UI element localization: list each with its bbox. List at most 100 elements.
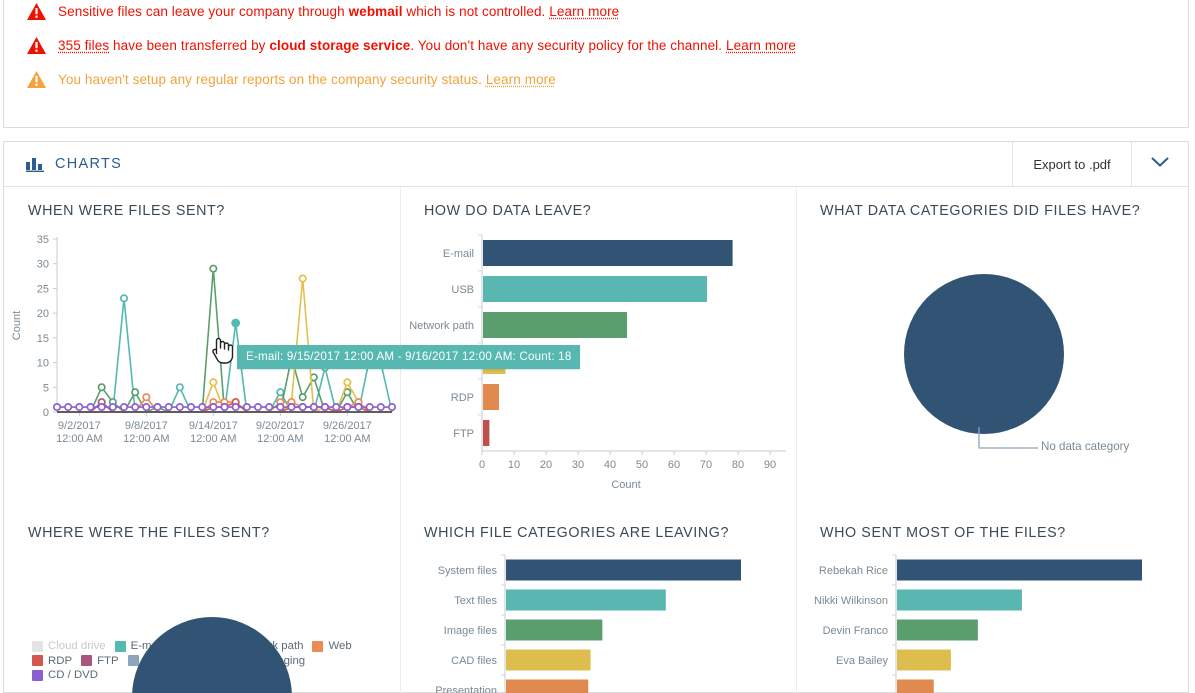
svg-text:30: 30 [572, 459, 584, 471]
legend-label: Web [328, 640, 352, 652]
legend-swatch [81, 655, 93, 667]
alert-file-count[interactable]: 355 files [58, 37, 110, 53]
chart-title: WHERE WERE THE FILES SENT? [28, 525, 270, 541]
svg-text:RDP: RDP [451, 392, 474, 404]
alert-row: You haven't setup any regular reports on… [4, 62, 1188, 96]
warning-triangle-icon [26, 2, 47, 21]
svg-text:10: 10 [508, 459, 520, 471]
svg-text:9/8/2017: 9/8/2017 [125, 420, 168, 432]
svg-text:70: 70 [700, 459, 712, 471]
legend-item[interactable]: Cloud drive [32, 639, 106, 654]
svg-text:Devin Franco: Devin Franco [823, 625, 888, 637]
svg-text:Eva Bailey: Eva Bailey [836, 655, 888, 667]
chart-title: WHO SENT MOST OF THE FILES? [820, 525, 1066, 541]
svg-text:Rebekah Rice: Rebekah Rice [819, 565, 888, 577]
svg-text:E-mail: E-mail [443, 248, 474, 260]
warning-triangle-icon [26, 36, 47, 55]
legend-swatch [114, 640, 126, 652]
svg-text:50: 50 [636, 459, 648, 471]
chart-how-do-data-leave: HOW DO DATA LEAVE? E-mail USB Network path… [400, 187, 796, 509]
svg-text:Image files: Image files [444, 625, 498, 637]
svg-text:12:00 AM: 12:00 AM [190, 433, 236, 445]
chart-title: WHEN WERE FILES SENT? [28, 203, 225, 219]
export-to-pdf-label: Export to .pdf [1033, 156, 1111, 172]
pie-slice-label: No data category [1041, 440, 1130, 453]
svg-text:9/2/2017: 9/2/2017 [58, 420, 101, 432]
collapse-charts-button[interactable] [1131, 142, 1188, 186]
legend-item[interactable]: CD / DVD [32, 668, 98, 683]
svg-text:90: 90 [764, 459, 776, 471]
chart-which-file-categories-are-leaving: WHICH FILE CATEGORIES ARE LEAVING? Syste… [400, 509, 796, 693]
chart-title: WHICH FILE CATEGORIES ARE LEAVING? [424, 525, 730, 541]
svg-text:12:00 AM: 12:00 AM [257, 433, 303, 445]
legend-swatch [312, 640, 324, 652]
learn-more-link[interactable]: Learn more [549, 3, 620, 19]
hbar-chart-file-categories-plot[interactable]: System files Text files Image files CAD fil… [400, 551, 796, 693]
alert-row: Sensitive files can leave your company t… [4, 0, 1188, 28]
legend-item[interactable]: Web [312, 639, 352, 654]
svg-text:Nikki Wilkinson: Nikki Wilkinson [814, 595, 888, 607]
svg-text:35: 35 [37, 234, 49, 246]
alert-message: 355 files have been transferred by cloud… [58, 37, 797, 53]
svg-text:20: 20 [540, 459, 552, 471]
mouse-cursor-icon [210, 334, 236, 371]
alert-row: 355 files have been transferred by cloud… [4, 28, 1188, 62]
pie-slice-no-data-category[interactable] [904, 274, 1064, 434]
svg-text:12:00 AM: 12:00 AM [56, 433, 102, 445]
svg-text:0: 0 [43, 407, 49, 419]
export-to-pdf-button[interactable]: Export to .pdf [1012, 142, 1131, 186]
svg-text:12:00 AM: 12:00 AM [123, 433, 169, 445]
chart-what-data-categories: WHAT DATA CATEGORIES DID FILES HAVE? No … [796, 187, 1195, 509]
chevron-down-icon [1150, 155, 1170, 173]
alert-emphasis: webmail [348, 3, 403, 19]
svg-text:9/20/2017: 9/20/2017 [256, 420, 305, 432]
legend-swatch [32, 640, 43, 652]
chart-tooltip-text: E-mail: 9/15/2017 12:00 AM - 9/16/2017 1… [246, 350, 572, 363]
legend-label: Cloud drive [48, 640, 106, 652]
chart-tooltip: E-mail: 9/15/2017 12:00 AM - 9/16/2017 1… [237, 345, 581, 369]
legend-item[interactable]: FTP [81, 654, 119, 669]
learn-more-link[interactable]: Learn more [485, 71, 556, 87]
svg-text:Count: Count [11, 311, 23, 340]
svg-text:9/26/2017: 9/26/2017 [323, 420, 372, 432]
svg-text:USB: USB [451, 284, 474, 296]
svg-text:30: 30 [37, 259, 49, 271]
svg-text:Count: Count [611, 479, 640, 491]
charts-panel-title: CHARTS [55, 156, 123, 172]
pie-leader-line [978, 427, 1038, 449]
charts-grid: WHEN WERE FILES SENT? 0 5 10 15 20 25 30 35 9/2/… [4, 187, 1188, 693]
chart-when-were-files-sent: WHEN WERE FILES SENT? 0 5 10 15 20 25 30 35 9/2/… [4, 187, 581, 681]
svg-text:FTP: FTP [453, 428, 474, 440]
legend-swatch [32, 669, 43, 681]
svg-text:Network path: Network path [409, 320, 474, 332]
svg-text:25: 25 [37, 283, 49, 295]
svg-text:5: 5 [43, 382, 49, 394]
hbar-chart-who-sent-plot[interactable]: Rebekah Rice Nikki Wilkinson Devin Franco E… [796, 551, 1195, 693]
learn-more-link[interactable]: Learn more [726, 37, 797, 53]
legend-swatch [127, 655, 139, 667]
line-chart-plot[interactable]: 0 5 10 15 20 25 30 35 9/2/2017 12:00 AM 9/8/2017 12… [4, 229, 400, 459]
svg-text:80: 80 [732, 459, 744, 471]
charts-title-group: CHARTS [4, 142, 1012, 186]
svg-text:12:00 AM: 12:00 AM [324, 433, 370, 445]
svg-text:Presentation: Presentation [435, 685, 497, 693]
svg-text:40: 40 [604, 459, 616, 471]
security-alerts-panel: You don't have any instant alerts set up… [3, 0, 1189, 128]
warning-triangle-icon [26, 70, 47, 89]
legend-item[interactable]: RDP [32, 654, 72, 669]
charts-panel: CHARTS Export to .pdf WHEN WERE FILES SE… [3, 141, 1189, 693]
svg-text:0: 0 [479, 459, 485, 471]
svg-text:20: 20 [37, 308, 49, 320]
svg-text:System files: System files [438, 565, 498, 577]
svg-text:10: 10 [37, 358, 49, 370]
legend-label: RDP [48, 654, 73, 667]
bar-chart-icon [26, 156, 44, 172]
charts-panel-header: CHARTS Export to .pdf [4, 142, 1188, 187]
alert-message: Sensitive files can leave your company t… [58, 3, 620, 19]
legend-label: FTP [97, 654, 119, 667]
pie-slice-primary[interactable] [132, 617, 292, 693]
svg-text:15: 15 [37, 333, 49, 345]
svg-text:CAD files: CAD files [451, 655, 497, 667]
